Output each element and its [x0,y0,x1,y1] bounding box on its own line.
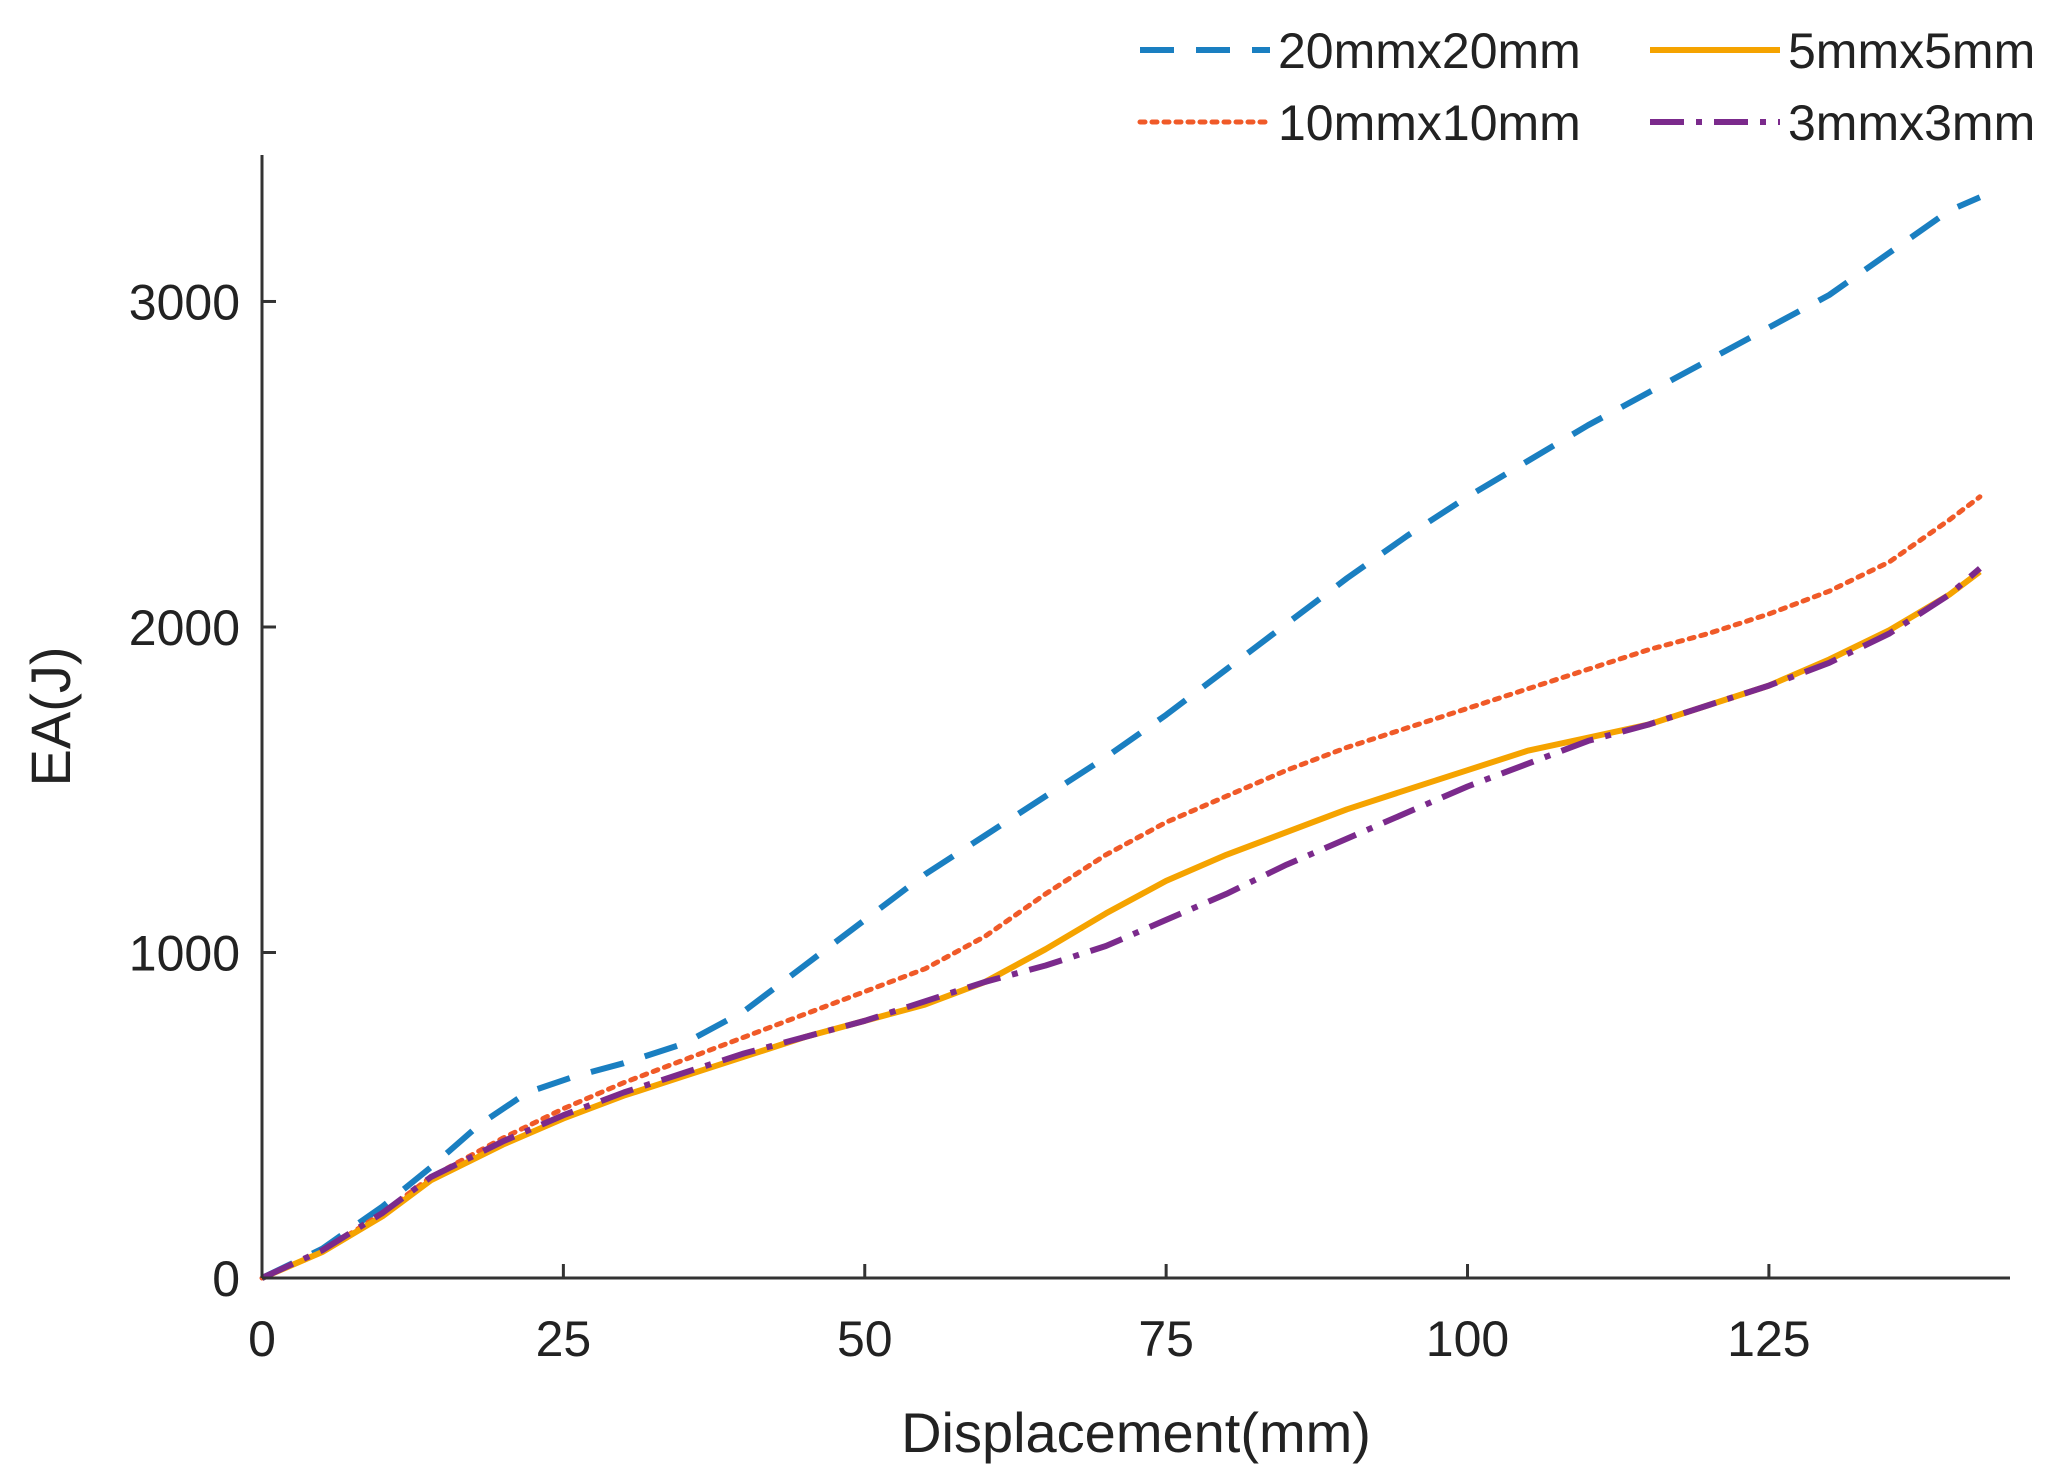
y-ticks: 0 1000 2000 3000 [129,274,276,1307]
x-tick-label: 25 [536,1311,592,1367]
legend-label: 20mmx20mm [1278,23,1581,79]
legend-item-3mmx3mm: 3mmx3mm [1650,95,2035,151]
y-axis-title: EA(J) [19,647,82,787]
series-line-3mmx3mm [260,566,1982,1281]
series-line-20mmx20mm [260,194,1982,1281]
series-line-5mmx5mm [260,569,1982,1281]
legend-item-20mmx20mm: 20mmx20mm [1140,23,1581,79]
legend-label: 10mmx10mm [1278,95,1581,151]
y-tick-label: 2000 [129,600,240,656]
x-tick-label: 0 [248,1311,276,1367]
x-tick-label: 100 [1426,1311,1509,1367]
x-ticks: 0 25 50 75 100 125 [248,1264,1811,1367]
x-axis-title: Displacement(mm) [901,1401,1371,1464]
legend-item-5mmx5mm: 5mmx5mm [1650,23,2035,79]
legend: 20mmx20mm 5mmx5mm 10mmx10mm 3mmx3mm [1137,23,2035,151]
series-line-10mmx10mm [259,494,1983,1281]
y-tick-label: 1000 [129,925,240,981]
y-tick-label: 0 [212,1251,240,1307]
axes-layer: 0 25 50 75 100 125 0 1000 2000 3000 Displacement… [19,155,2010,1464]
series-layer [259,194,1983,1281]
y-tick-label: 3000 [129,274,240,330]
x-tick-label: 50 [837,1311,893,1367]
legend-label: 3mmx3mm [1788,95,2035,151]
legend-label: 5mmx5mm [1788,23,2035,79]
x-tick-label: 75 [1138,1311,1194,1367]
x-tick-label: 125 [1727,1311,1810,1367]
legend-item-10mmx10mm: 10mmx10mm [1137,95,1581,151]
